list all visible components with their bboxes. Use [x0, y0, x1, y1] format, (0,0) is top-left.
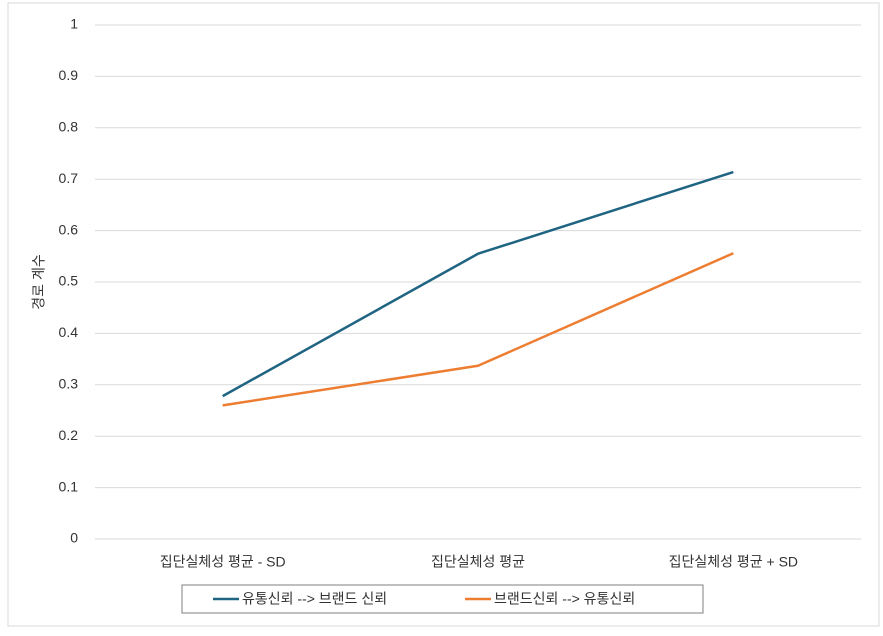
x-tick-label: 집단실체성 평균 — [431, 554, 525, 570]
y-tick-label: 0.3 — [59, 376, 79, 392]
y-tick-label: 1 — [70, 16, 78, 32]
x-tick-label: 집단실체성 평균 + SD — [669, 554, 798, 570]
y-tick-label: 0.6 — [59, 221, 79, 237]
y-tick-label: 0.8 — [59, 119, 79, 135]
data-line — [222, 252, 734, 407]
legend-box — [181, 584, 704, 614]
legend-label: 브랜드신뢰 --> 유통신뢰 — [494, 591, 635, 607]
y-tick-label: 0.2 — [59, 427, 79, 443]
legend-label: 유통신뢰 --> 브랜드 신뢰 — [242, 591, 387, 607]
y-tick-label: 0.4 — [59, 324, 79, 340]
chart-area — [7, 2, 880, 627]
data-line — [222, 170, 734, 398]
x-tick-label: 집단실체성 평균 - SD — [160, 554, 286, 570]
y-tick-label: 0.1 — [59, 478, 79, 494]
y-tick-label: 0.7 — [59, 170, 79, 186]
y-tick-label: 0.9 — [59, 67, 79, 83]
y-tick-label: 0 — [70, 530, 78, 546]
y-axis-title: 경로 계수 — [31, 254, 47, 310]
y-tick-label: 0.5 — [59, 273, 79, 289]
